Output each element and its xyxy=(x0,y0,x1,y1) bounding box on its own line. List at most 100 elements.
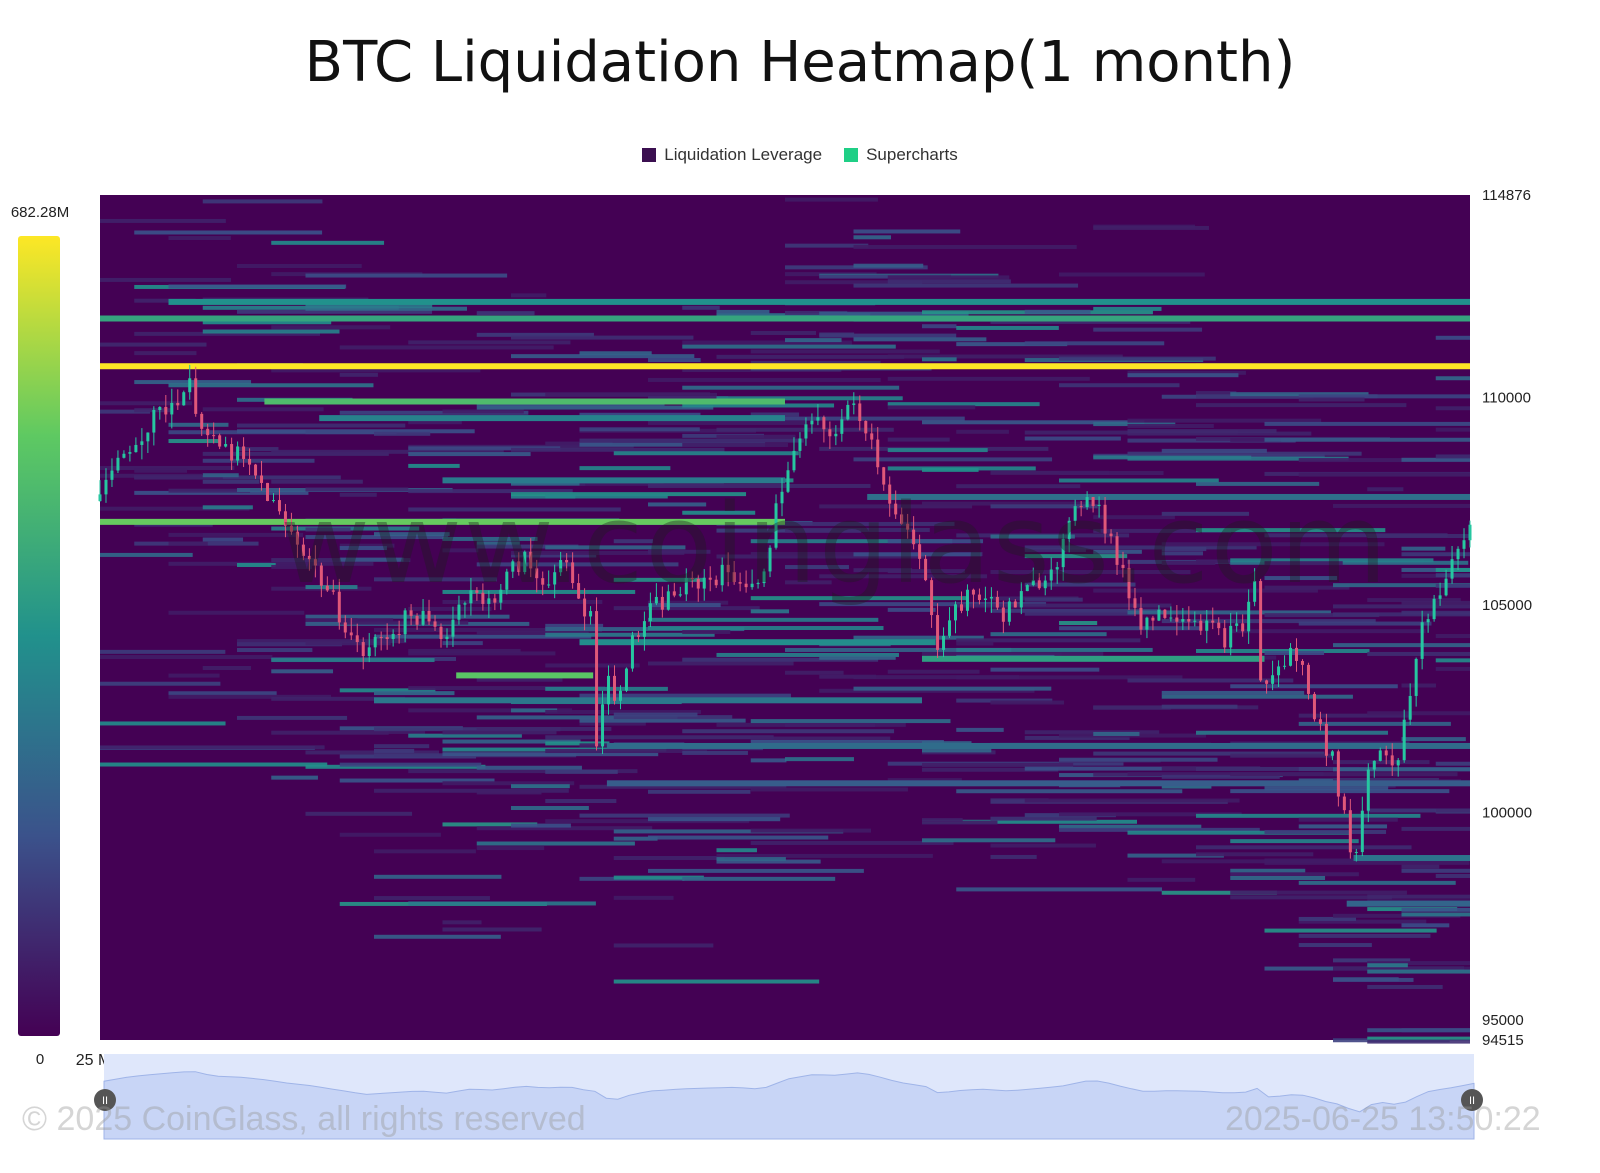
liquidation-line xyxy=(1161,890,1277,895)
liquidation-line xyxy=(785,280,923,285)
liquidation-line xyxy=(374,788,569,793)
liquidation-line xyxy=(750,609,790,614)
liquidation-line xyxy=(819,332,855,337)
liquidation-line xyxy=(1024,798,1240,803)
liquidation-line xyxy=(682,510,756,515)
candle-body xyxy=(672,591,676,596)
liquidation-line xyxy=(339,410,529,415)
liquidation-line xyxy=(168,541,208,546)
candle-body xyxy=(810,420,814,425)
candle-body xyxy=(1169,617,1173,619)
liquidation-line xyxy=(339,762,482,767)
candle-body xyxy=(1007,601,1011,622)
candle-body xyxy=(1432,598,1436,620)
liquidation-line xyxy=(785,527,930,532)
liquidation-line xyxy=(271,669,334,674)
liquidation-line xyxy=(1333,913,1461,918)
liquidation-line xyxy=(511,553,597,558)
candle-body xyxy=(1235,623,1239,626)
liquidation-line xyxy=(750,719,951,724)
candle-body xyxy=(936,615,940,650)
range-slider-left-handle[interactable]: II xyxy=(94,1089,116,1111)
liquidation-line xyxy=(648,626,884,631)
liquidation-line xyxy=(648,603,721,608)
liquidation-line xyxy=(271,325,391,330)
liquidation-line xyxy=(922,767,1059,772)
liquidation-line xyxy=(682,403,835,408)
liquidation-line xyxy=(1161,694,1353,699)
liquidation-line xyxy=(202,305,399,310)
liquidation-line xyxy=(1333,583,1470,588)
candle-body xyxy=(648,603,652,622)
liquidation-line xyxy=(305,750,439,755)
candle-body xyxy=(601,704,605,747)
liquidation-line xyxy=(237,639,407,644)
candle-body xyxy=(1067,520,1071,539)
liquidation-line xyxy=(168,488,251,493)
liquidation-line xyxy=(648,835,829,840)
candle-body xyxy=(313,559,317,566)
liquidation-line xyxy=(1298,880,1456,885)
liquidation-line xyxy=(511,335,694,340)
liquidation-line xyxy=(956,429,1009,434)
candle-body xyxy=(325,585,329,591)
candle-body xyxy=(1061,538,1065,568)
liquidation-line xyxy=(100,762,328,767)
liquidation-line xyxy=(1367,711,1470,716)
liquidation-line xyxy=(476,841,635,846)
candle-body xyxy=(1091,497,1095,507)
liquidation-line xyxy=(271,564,313,569)
liquidation-line xyxy=(956,727,1004,732)
liquidation-line xyxy=(237,648,313,653)
liquidation-line xyxy=(922,420,1145,425)
liquidation-line xyxy=(168,532,304,537)
liquidation-line xyxy=(1059,812,1242,817)
candle-body xyxy=(583,598,587,617)
candle-body xyxy=(924,558,928,581)
legend-item-supercharts[interactable]: Supercharts xyxy=(844,145,958,165)
color-scale-min-label: 0 xyxy=(36,1051,44,1068)
candle-body xyxy=(1217,622,1221,629)
liquidation-line xyxy=(1401,826,1470,831)
y-tick-label: 100000 xyxy=(1482,804,1532,821)
liquidation-line xyxy=(305,304,433,309)
liquidation-line xyxy=(750,412,800,417)
liquidation-line xyxy=(168,694,331,699)
range-slider[interactable]: II II xyxy=(94,1054,1483,1140)
liquidation-line xyxy=(476,846,545,851)
liquidation-line xyxy=(1401,923,1450,928)
liquidation-line xyxy=(853,552,982,557)
candle-body xyxy=(768,547,772,572)
liquidation-line xyxy=(887,539,984,544)
candle-body xyxy=(888,484,892,504)
candle-body xyxy=(1229,625,1233,648)
liquidation-line xyxy=(168,383,374,388)
candle-body xyxy=(948,620,952,636)
liquidation-line xyxy=(579,412,701,417)
liquidation-line xyxy=(613,577,705,582)
candle-body xyxy=(397,634,401,636)
liquidation-line xyxy=(648,483,871,488)
candle-body xyxy=(1223,628,1227,648)
liquidation-line xyxy=(202,320,332,325)
liquidation-line xyxy=(476,715,678,720)
candle-body xyxy=(959,604,963,611)
range-slider-right-handle[interactable]: II xyxy=(1461,1089,1483,1111)
liquidation-line xyxy=(613,943,714,948)
liquidation-line xyxy=(545,441,613,446)
candle-body xyxy=(271,500,275,502)
candle-body xyxy=(355,635,359,643)
liquidation-line xyxy=(682,657,879,662)
liquidation-line xyxy=(716,434,796,439)
liquidation-line xyxy=(1264,437,1470,442)
candle-body xyxy=(1408,695,1412,720)
chart-title: BTC Liquidation Heatmap(1 month) xyxy=(304,30,1296,95)
liquidation-line xyxy=(887,402,1040,407)
candle-body xyxy=(98,494,102,502)
legend-item-liquidation-leverage[interactable]: Liquidation Leverage xyxy=(642,145,822,165)
candle-body xyxy=(876,439,880,468)
liquidation-line xyxy=(100,721,226,726)
liquidation-line xyxy=(1196,648,1370,653)
liquidation-band xyxy=(168,298,1470,305)
liquidation-line xyxy=(339,345,554,350)
